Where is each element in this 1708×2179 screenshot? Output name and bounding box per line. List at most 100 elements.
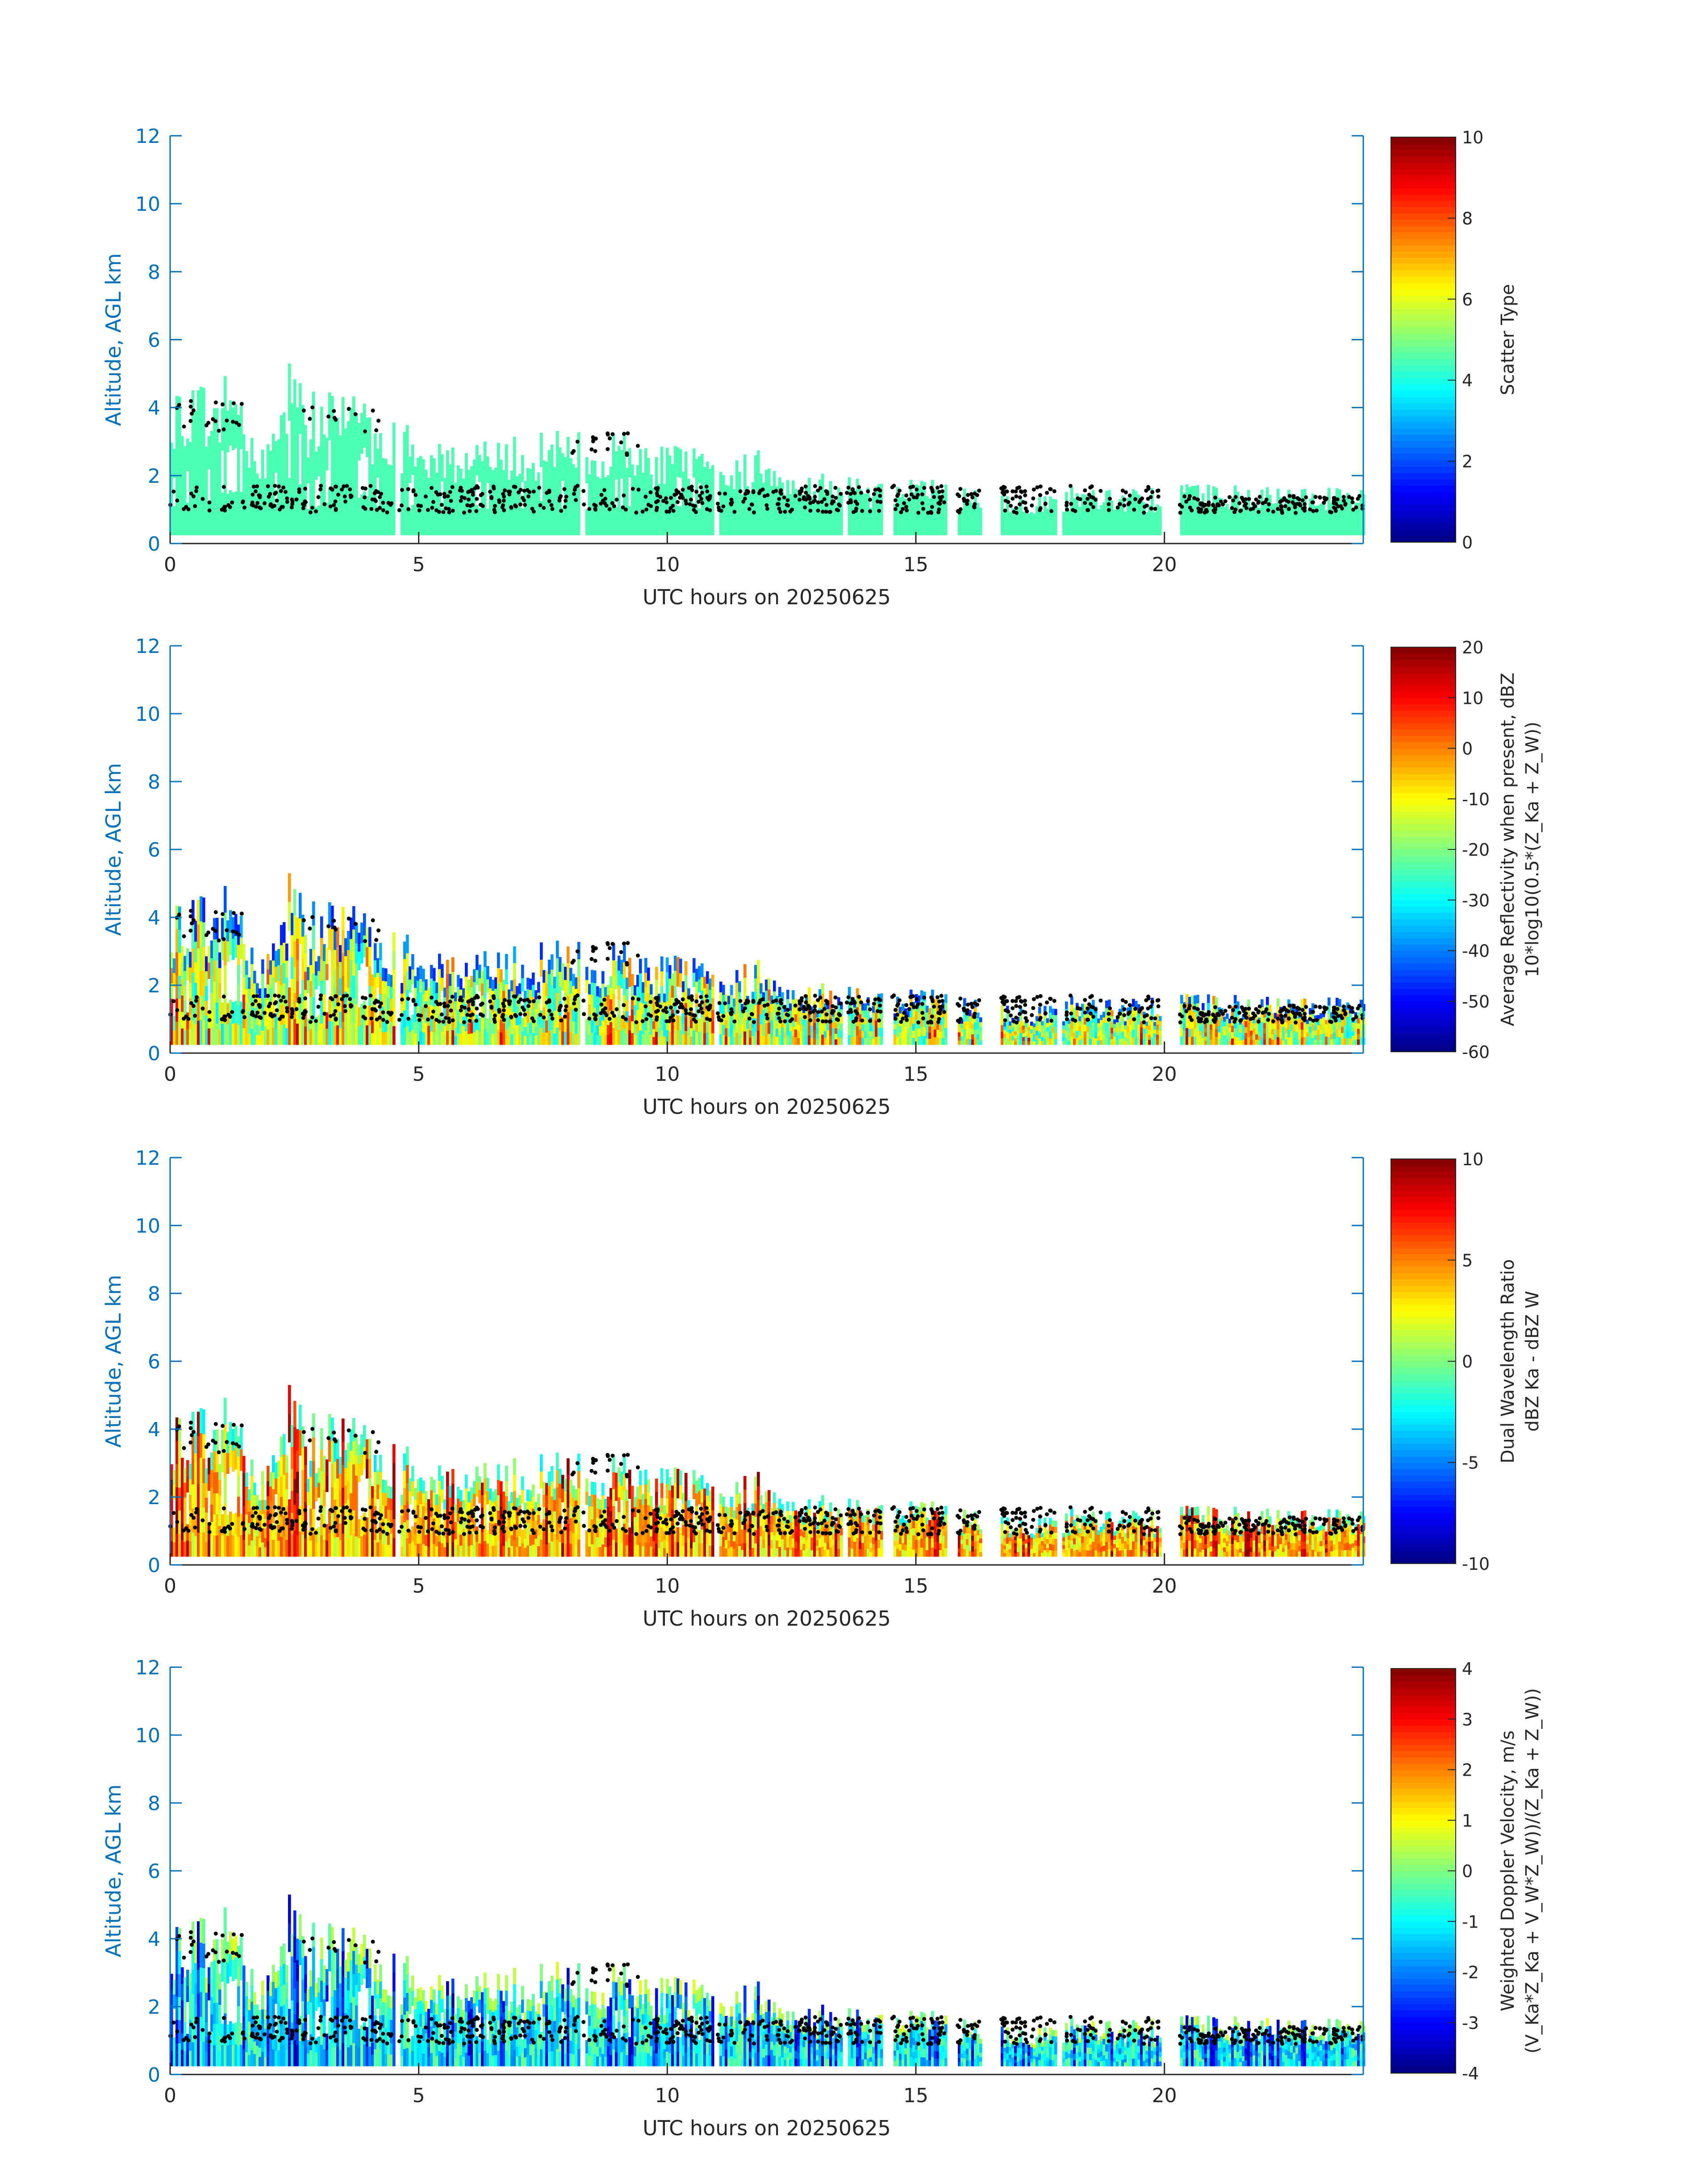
echo-cell <box>912 1016 915 1024</box>
echo-cell <box>315 521 318 535</box>
echo-cell <box>197 511 200 535</box>
cloud-base-dot <box>226 503 230 507</box>
echo-cell <box>610 1033 613 1045</box>
echo-cell <box>610 523 613 535</box>
echo-cell <box>296 1002 299 1024</box>
echo-cell <box>1068 518 1071 523</box>
echo-cell <box>958 531 961 535</box>
cloud-base-dot <box>1292 502 1296 506</box>
echo-cell <box>283 412 286 433</box>
echo-cell <box>784 1038 787 1045</box>
echo-cell <box>599 1026 602 1036</box>
echo-cell <box>264 526 267 535</box>
echo-cell <box>197 463 200 487</box>
echo-cell <box>406 1026 409 1045</box>
echo-cell <box>840 528 843 535</box>
echo-cell <box>693 973 696 987</box>
echo-cell <box>1250 530 1253 535</box>
echo-cell <box>698 966 701 979</box>
colorbar-swatch <box>1391 428 1456 435</box>
echo-cell <box>417 458 420 471</box>
cloud-base-dot <box>564 499 568 503</box>
echo-cell <box>709 524 712 535</box>
cloud-base-dot <box>451 485 455 489</box>
echo-cell <box>746 527 749 535</box>
echo-cell <box>481 461 484 474</box>
echo-cell <box>593 485 597 498</box>
echo-cell <box>331 998 334 1021</box>
cloud-base-dot <box>319 484 323 488</box>
cloud-base-dot <box>612 504 616 508</box>
echo-cell <box>524 1027 527 1036</box>
echo-cell <box>283 942 286 963</box>
echo-cell <box>1038 529 1041 535</box>
echo-cell <box>366 515 369 535</box>
cloud-base-dot <box>1182 494 1186 498</box>
echo-cell <box>851 1029 854 1037</box>
echo-cell <box>1349 523 1352 529</box>
echo-cell <box>537 1034 540 1045</box>
echo-cell <box>802 529 806 535</box>
echo-cell <box>443 1025 447 1035</box>
echo-cell <box>366 437 369 457</box>
echo-cell <box>1129 508 1132 515</box>
echo-cell <box>197 439 200 463</box>
echo-cell <box>240 937 243 959</box>
echo-cell <box>251 980 254 996</box>
cloud-base-dot <box>273 492 277 496</box>
echo-cell <box>824 1024 827 1031</box>
echo-cell <box>1194 502 1197 510</box>
cloud-base-dot <box>526 494 530 498</box>
echo-cell <box>403 501 406 518</box>
echo-cell <box>711 489 714 501</box>
echo-cell <box>1263 513 1266 519</box>
echo-cell <box>269 1031 272 1045</box>
cloud-base-dot <box>877 487 881 491</box>
echo-cell <box>1226 525 1229 530</box>
echo-cell <box>470 523 473 535</box>
echo-cell <box>328 926 331 950</box>
echo-cell <box>786 999 789 1008</box>
echo-cell <box>1215 519 1218 527</box>
x-tick-label: 10 <box>655 553 680 576</box>
echo-cell <box>218 983 221 999</box>
echo-cell <box>200 921 203 946</box>
echo-cell <box>805 1020 808 1028</box>
echo-cell <box>1311 514 1315 522</box>
echo-cell <box>1081 528 1084 535</box>
echo-cell <box>1137 528 1140 535</box>
echo-cell <box>1070 527 1073 535</box>
echo-cell <box>556 466 559 483</box>
echo-cell <box>473 982 476 995</box>
echo-cell <box>695 523 698 535</box>
echo-cell <box>1285 513 1288 519</box>
echo-cell <box>1100 515 1103 520</box>
echo-cell <box>837 1005 840 1013</box>
echo-cell <box>1311 521 1315 528</box>
echo-cell <box>561 467 564 481</box>
echo-cell <box>178 420 181 443</box>
cloud-base-dot <box>1157 495 1161 499</box>
echo-cell <box>719 524 722 535</box>
echo-cell <box>425 1023 428 1034</box>
echo-cell <box>430 1018 433 1032</box>
y-axis-label: Altitude, AGL km <box>101 253 125 426</box>
echo-cell <box>406 462 409 481</box>
echo-cell <box>304 971 307 990</box>
cloud-base-dot <box>1065 507 1069 511</box>
echo-cell <box>497 504 500 520</box>
cloud-base-dot <box>547 499 551 503</box>
echo-cell <box>800 1017 803 1024</box>
echo-cell <box>942 528 945 535</box>
echo-cell <box>639 449 642 464</box>
echo-cell <box>601 983 605 996</box>
echo-cell <box>242 978 246 995</box>
cloud-base-dot <box>502 499 506 503</box>
echo-cell <box>489 1022 492 1033</box>
echo-cell <box>401 473 404 484</box>
echo-cell <box>312 464 315 488</box>
cloud-base-dot <box>626 431 630 435</box>
echo-cell <box>317 956 321 971</box>
colorbar-swatch <box>1391 175 1456 182</box>
echo-cell <box>1041 523 1044 527</box>
